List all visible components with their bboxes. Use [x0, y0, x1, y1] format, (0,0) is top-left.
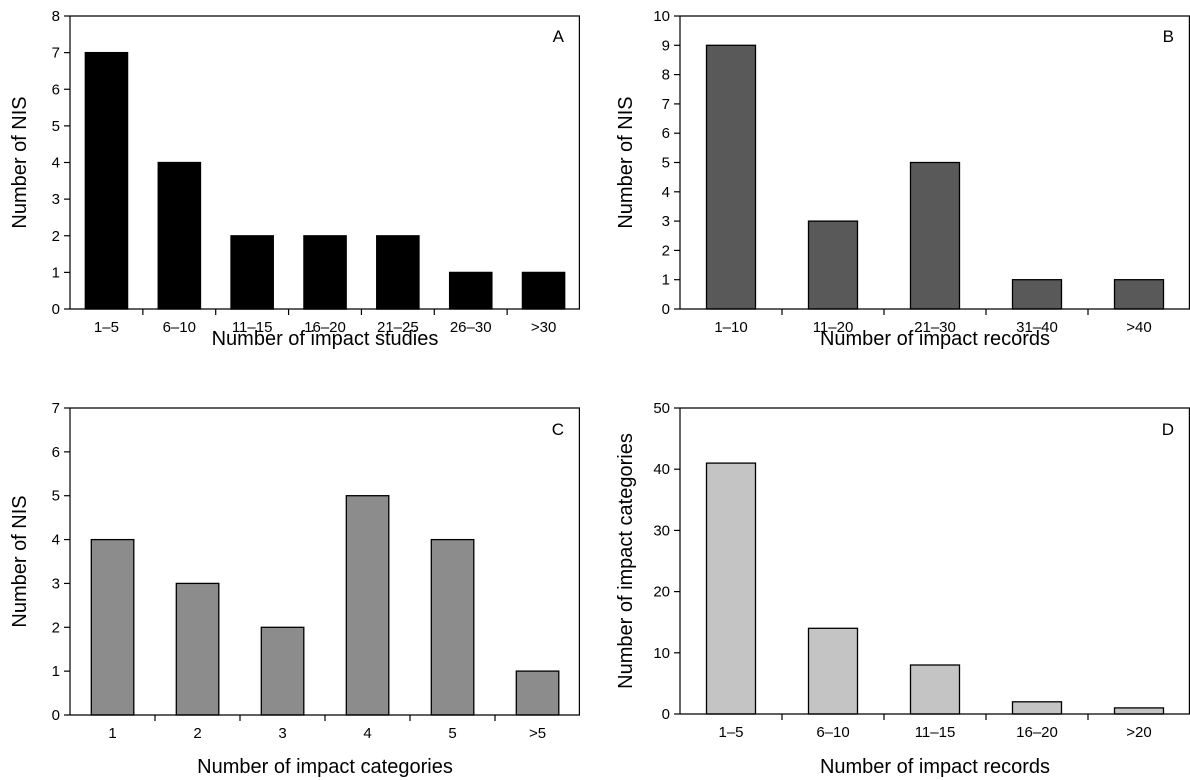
- y-tick-label: 1: [52, 663, 60, 680]
- x-tick-label: >5: [529, 725, 546, 742]
- y-tick-label: 5: [52, 118, 60, 135]
- x-tick-label: 6–10: [163, 319, 196, 336]
- x-tick-label: 16–20: [304, 319, 346, 336]
- y-tick-label: 20: [653, 584, 670, 601]
- bar-5: [1113, 707, 1165, 715]
- bar-3: [909, 161, 961, 310]
- y-tick-label: 5: [52, 488, 60, 505]
- y-tick-label: 4: [52, 532, 60, 549]
- y-tick-label: 6: [662, 125, 670, 142]
- panel-c: 0 1 2 3 4 5 6 7 1 2 3 4 5 >5 Number of impact categori…: [9, 400, 581, 778]
- bar-3: [260, 626, 305, 716]
- x-tick-label: 1–5: [718, 724, 743, 741]
- bar-6: [448, 271, 493, 310]
- x-tick-label: 2: [193, 725, 201, 742]
- y-tick-label: 3: [52, 191, 60, 208]
- x-tick-label: 1–10: [714, 319, 747, 336]
- bar-5: [376, 235, 420, 310]
- y-tick-label: 0: [52, 707, 60, 724]
- y-axis-title: Number of impact categories: [615, 433, 637, 689]
- y-tick-label: 1: [52, 264, 60, 281]
- x-tick-label: 4: [363, 725, 371, 742]
- y-tick-label: 2: [662, 242, 670, 259]
- bar-4: [1011, 279, 1063, 310]
- x-tick-label: 11–15: [915, 724, 956, 741]
- bar-2: [807, 220, 859, 310]
- x-tick-label: 6–10: [816, 724, 849, 741]
- y-tick-label: 5: [662, 155, 670, 172]
- y-tick-label: 10: [653, 8, 670, 25]
- y-tick-label: 1: [662, 272, 670, 289]
- y-axis-title: Number of NIS: [9, 96, 31, 228]
- x-tick-label: 26–30: [450, 319, 492, 336]
- panel-letter: B: [1163, 27, 1174, 46]
- bar-2: [157, 161, 202, 310]
- y-tick-label: 7: [52, 45, 60, 62]
- x-tick-label: 11–20: [813, 319, 854, 336]
- y-tick-label: 50: [653, 400, 670, 417]
- bar-6: [515, 670, 560, 716]
- x-tick-label: 1–5: [94, 319, 119, 336]
- bar-1: [84, 51, 129, 310]
- y-tick-label: 2: [52, 619, 60, 636]
- y-axis-title: Number of NIS: [9, 495, 31, 627]
- y-tick-label: 3: [662, 213, 670, 230]
- x-tick-label: 31–40: [1016, 319, 1058, 336]
- bar-7: [521, 271, 566, 310]
- y-tick-label: 4: [52, 155, 60, 172]
- x-tick-label: 21–25: [377, 319, 419, 336]
- y-tick-label: 7: [52, 400, 60, 417]
- x-axis-title: Number of impact records: [820, 756, 1050, 778]
- y-tick-label: 8: [662, 67, 670, 84]
- y-tick-label: 10: [653, 645, 670, 662]
- x-tick-label: 5: [448, 725, 456, 742]
- bar-1: [90, 538, 135, 716]
- x-axis-title: Number of impact studies: [212, 328, 439, 350]
- y-tick-label: 2: [52, 228, 60, 245]
- y-axis-title: Number of NIS: [615, 96, 637, 228]
- y-tick-label: 6: [52, 81, 60, 98]
- panel-b: 0 1 2 3 4 5 6 7 8 9 10 1–10 11–20 21–30 31–40 >40 Number…: [615, 8, 1190, 350]
- panel-letter: C: [552, 420, 564, 439]
- y-tick-label: 8: [52, 8, 60, 25]
- bar-1: [705, 462, 757, 715]
- bar-5: [1113, 279, 1165, 310]
- bar-3: [909, 664, 961, 715]
- y-tick-label: 40: [653, 461, 670, 478]
- bar-4: [345, 495, 390, 716]
- x-tick-label: 1: [108, 725, 116, 742]
- x-tick-label: 21–30: [914, 319, 956, 336]
- y-tick-label: 0: [662, 706, 670, 723]
- bar-2: [807, 627, 859, 715]
- y-tick-label: 9: [662, 37, 670, 54]
- bar-3: [230, 235, 274, 310]
- y-tick-label: 6: [52, 444, 60, 461]
- bar-4: [303, 235, 347, 310]
- y-tick-label: 3: [52, 575, 60, 592]
- panel-letter: D: [1162, 420, 1174, 439]
- x-tick-label: >40: [1126, 319, 1151, 336]
- x-axis-title: Number of impact categories: [197, 756, 453, 778]
- x-tick-label: >20: [1126, 724, 1151, 741]
- bar-2: [175, 582, 220, 716]
- x-axis-title: Number of impact records: [820, 328, 1050, 350]
- x-tick-label: 16–20: [1016, 724, 1058, 741]
- y-tick-label: 0: [52, 301, 60, 318]
- bar-4: [1011, 701, 1063, 715]
- y-tick-label: 4: [662, 184, 670, 201]
- panel-d: 0 10 20 30 40 50 1–5 6–10 11–15 16–20 >20 Number of…: [615, 400, 1190, 778]
- panel-a: 0 1 2 3 4 5 6 7 8 1–5 6–10 11–15 16–20 21–25 26–30 >30 N…: [9, 8, 581, 350]
- x-tick-label: >30: [531, 319, 556, 336]
- panel-letter: A: [553, 27, 565, 46]
- y-tick-label: 7: [662, 96, 670, 113]
- x-tick-label: 11–15: [232, 319, 273, 336]
- y-tick-label: 30: [653, 522, 670, 539]
- x-tick-label: 3: [278, 725, 286, 742]
- bar-1: [705, 44, 757, 310]
- y-tick-label: 0: [662, 301, 670, 318]
- bar-5: [430, 538, 475, 716]
